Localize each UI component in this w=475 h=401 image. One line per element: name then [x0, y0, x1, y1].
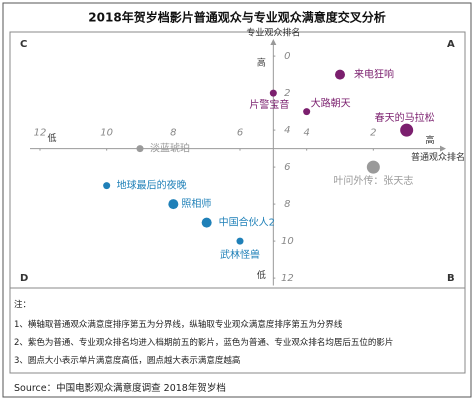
point — [168, 199, 179, 210]
point — [136, 145, 144, 153]
axis-title: 专业观众排名 — [246, 27, 300, 39]
y-tick-label: 10 — [281, 236, 294, 247]
note-line: 1、横轴取普通观众满意度排序第五为分界线，纵轴取专业观众满意度排序第五为分界线 — [14, 320, 343, 330]
point — [236, 237, 244, 245]
point-label: 地球最后的夜晚 — [117, 179, 187, 192]
point-label: 照相师 — [181, 197, 211, 210]
y-tick-label: 2 — [284, 88, 290, 99]
y-tick-label: 6 — [284, 162, 290, 173]
point — [269, 89, 277, 97]
point — [303, 108, 311, 116]
point-label: 春天的马拉松 — [375, 111, 435, 124]
x-tick-label: 4 — [303, 128, 309, 139]
point-label: 武林怪兽 — [220, 248, 260, 261]
y-tick-label: 8 — [284, 199, 290, 210]
source: Source：中国电影观众满意度调查 2018年贺岁档 — [14, 383, 226, 394]
chart-title: 2018年贺岁档影片普通观众与专业观众满意度交叉分析 — [88, 10, 385, 25]
outer-border — [2, 2, 472, 398]
quadrant-label: A — [447, 39, 455, 50]
axis-title: 普通观众排名 — [411, 151, 465, 163]
point-label: 大路朝天 — [311, 97, 351, 110]
x-tick-label: 2 — [370, 128, 376, 139]
y-axis-arrow — [270, 39, 277, 45]
point — [366, 160, 380, 174]
quadrant-label: D — [20, 273, 28, 284]
y-tick-label: 0 — [284, 51, 290, 62]
quadrant-label: C — [20, 39, 27, 50]
axis-end-label: 高 — [257, 57, 266, 69]
point — [400, 123, 414, 137]
x-axis-arrow — [440, 145, 446, 152]
notes-title: 注： — [14, 300, 32, 310]
y-tick-label: 12 — [281, 273, 294, 284]
x-tick-label: 8 — [170, 128, 176, 139]
y-tick-label: 4 — [284, 125, 290, 136]
note-line: 2、紫色为普通、专业观众排名均进入档期前五的影片，蓝色为普通、专业观众排名均居后… — [14, 338, 394, 348]
point-label: 片警宝音 — [249, 98, 289, 111]
x-tick-label: 6 — [237, 128, 243, 139]
x-tick-label: 10 — [100, 128, 113, 139]
point — [201, 217, 212, 228]
axis-end-label: 低 — [47, 132, 56, 144]
note-line: 3、圆点大小表示单片满意度高低，圆点越大表示满意度越高 — [14, 356, 241, 366]
axis-end-label: 高 — [425, 134, 434, 146]
point-label: 来电狂响 — [354, 68, 394, 81]
point-label: 叶问外传：张天志 — [333, 174, 413, 187]
quadrant-label: B — [447, 273, 455, 284]
x-tick-label: 12 — [34, 128, 47, 139]
point-label: 淡蓝琥珀 — [150, 142, 190, 155]
point — [103, 182, 111, 190]
point-label: 中国合伙人2 — [219, 216, 275, 229]
notes-border — [9, 287, 466, 374]
point — [335, 69, 345, 80]
axis-end-label: 低 — [257, 269, 266, 281]
